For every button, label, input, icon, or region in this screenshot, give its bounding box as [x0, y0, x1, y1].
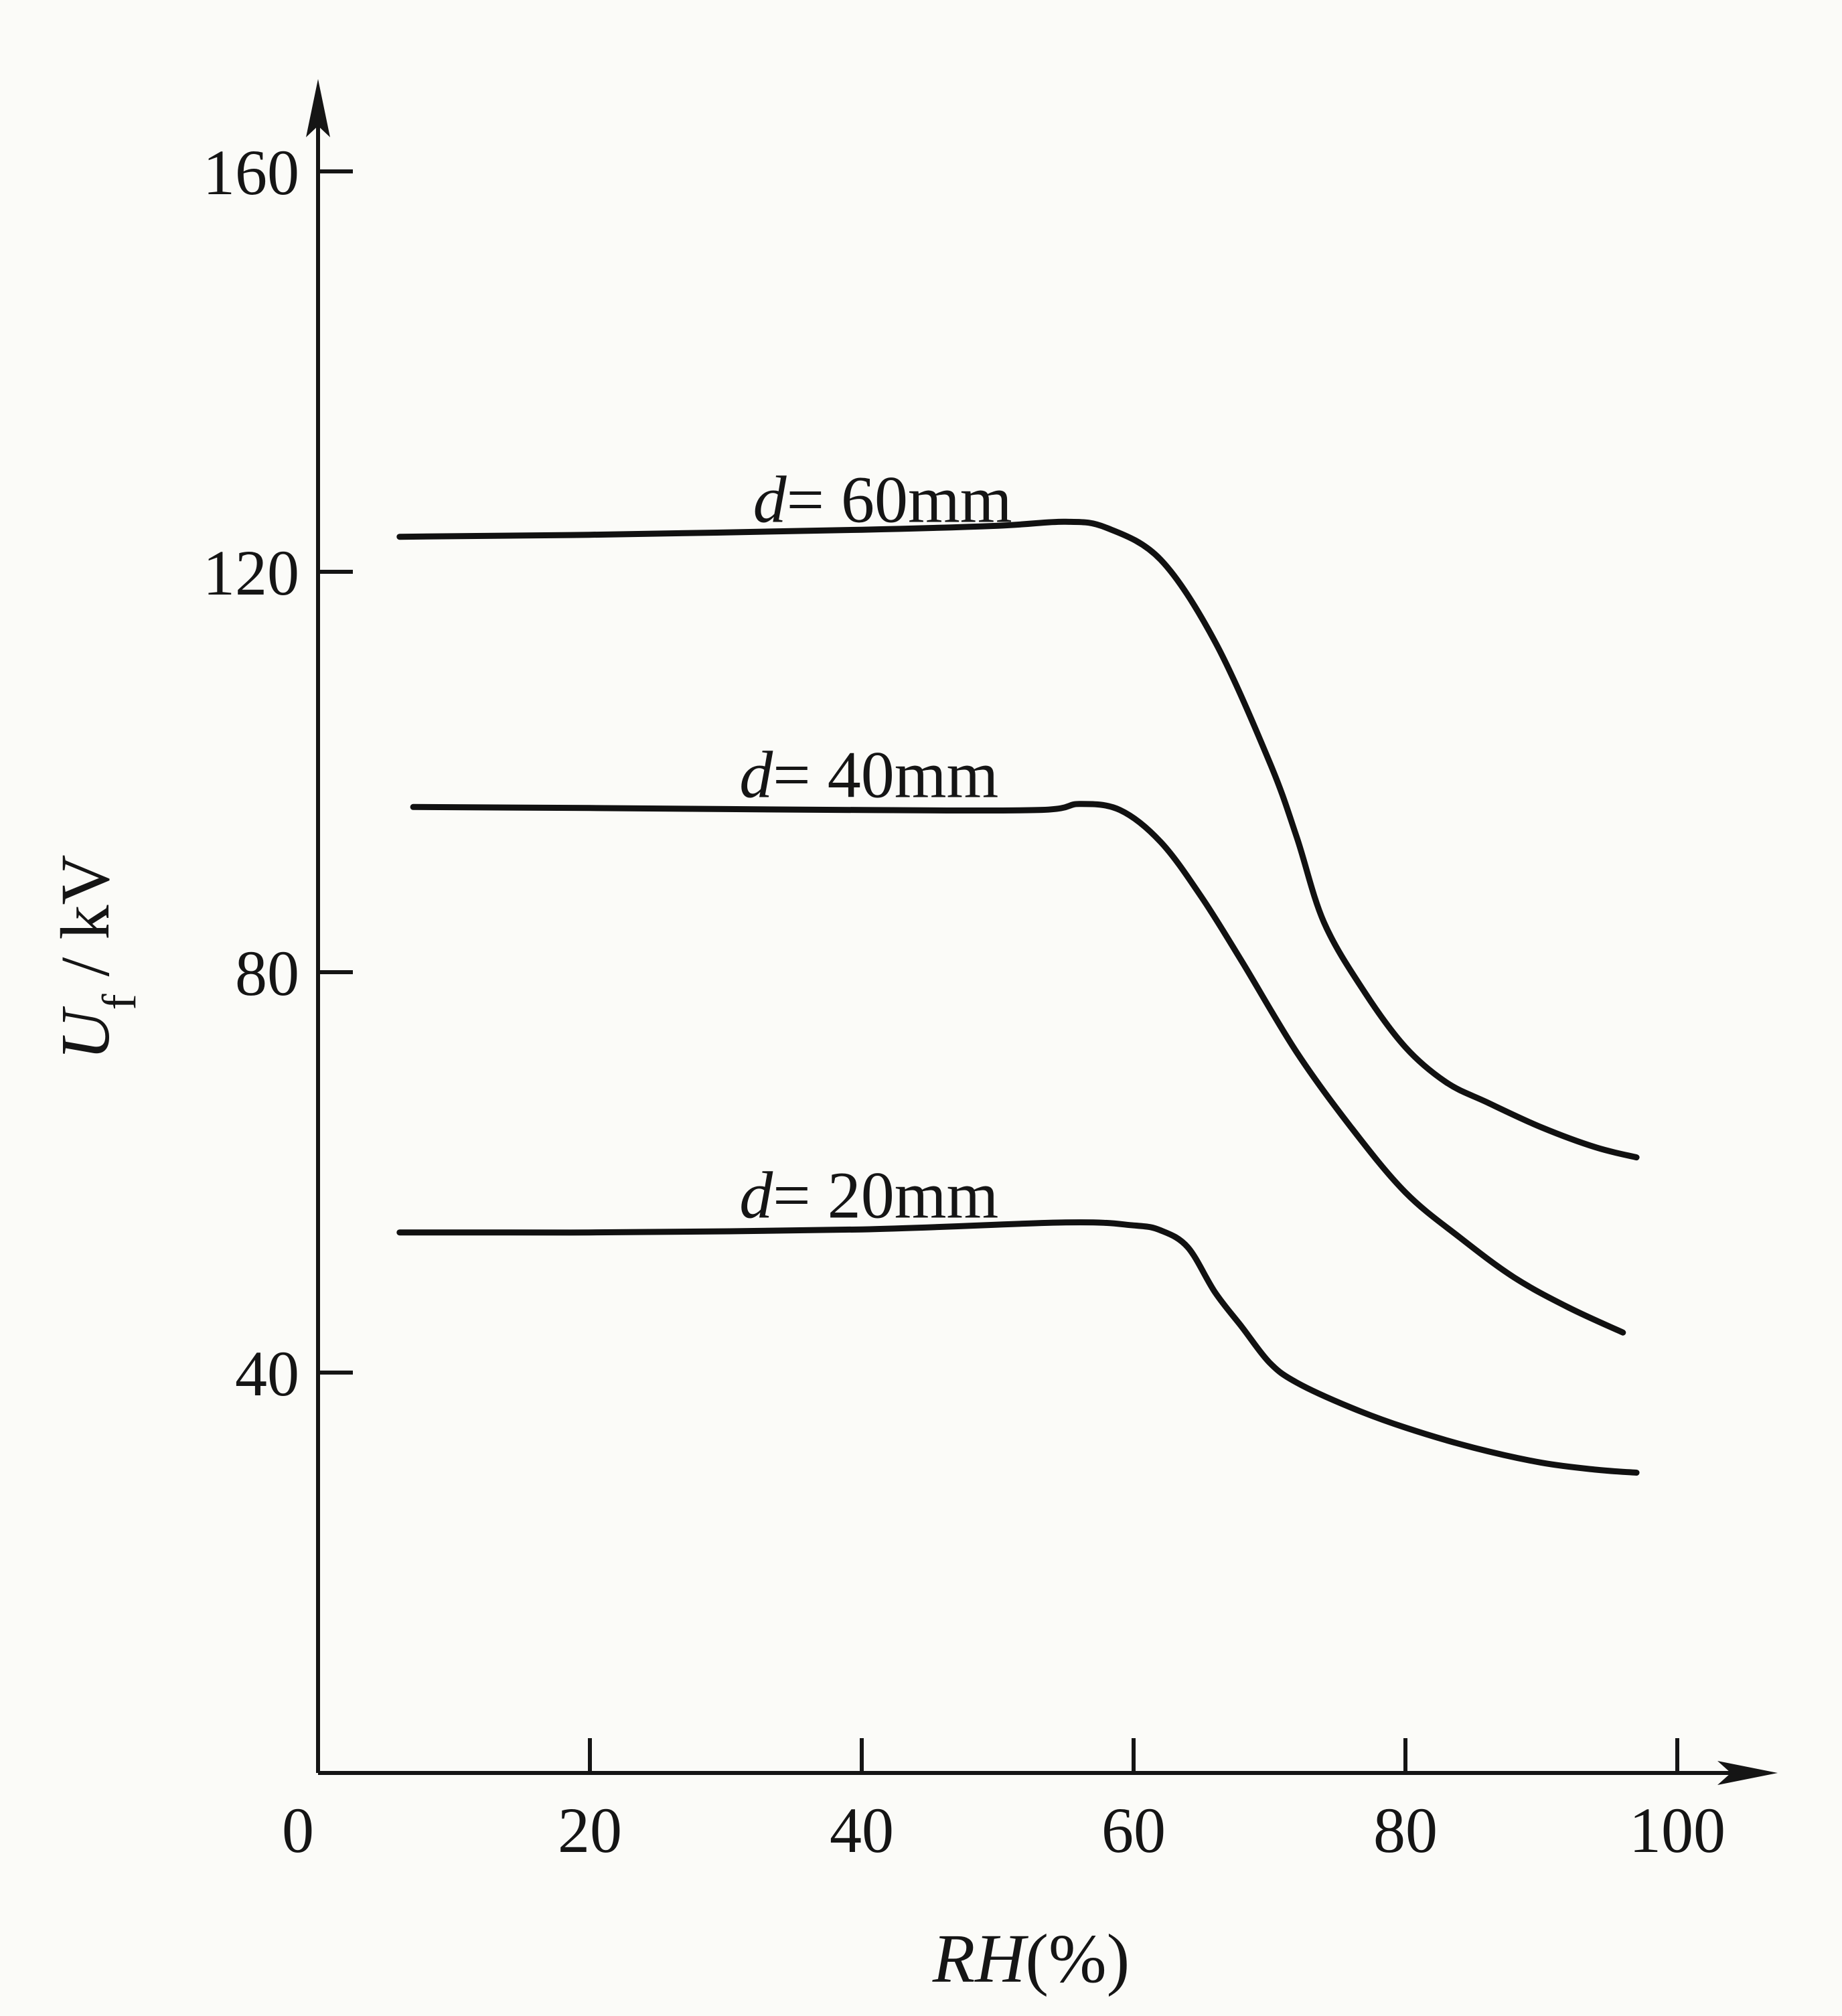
- series-line-3: [396, 1219, 1640, 1476]
- x-tick-label: 40: [830, 1794, 894, 1866]
- series-label-2: d= 40mm: [739, 737, 998, 811]
- x-tick-label: 100: [1629, 1794, 1725, 1866]
- x-axis-variable: RH: [932, 1920, 1029, 1997]
- y-axis-ticks: 40 80 120 160: [203, 137, 353, 1409]
- x-tick-label: 80: [1373, 1794, 1438, 1866]
- y-tick-label: 40: [235, 1338, 299, 1409]
- x-axis-ticks: 0 20 40 60 80 100: [282, 1738, 1725, 1866]
- x-axis-title: RH(%): [932, 1920, 1130, 1997]
- series-label-value: = 60mm: [787, 462, 1012, 536]
- y-axis-arrow: [306, 79, 330, 137]
- series-line-1: [396, 518, 1640, 1161]
- series-label-variable: d: [753, 462, 787, 536]
- y-tick-label: 80: [235, 937, 299, 1009]
- y-axis-unit: / kV: [47, 854, 124, 994]
- y-axis-title: Uf / kV: [47, 854, 146, 1060]
- y-tick-label: 160: [203, 137, 299, 208]
- series-group: [396, 518, 1640, 1476]
- series-label-1: d= 60mm: [753, 462, 1012, 536]
- x-axis-arrow: [1717, 1761, 1778, 1785]
- series-label-variable: d: [739, 737, 773, 811]
- x-tick-label: 20: [558, 1794, 622, 1866]
- x-tick-label: 60: [1101, 1794, 1166, 1866]
- series-label-value: = 20mm: [773, 1158, 998, 1232]
- series-label-variable: d: [739, 1158, 773, 1232]
- series-line-2: [410, 801, 1626, 1336]
- series-label-3: d= 20mm: [739, 1158, 998, 1232]
- x-tick-label: 0: [282, 1794, 314, 1866]
- x-axis-unit: (%): [1025, 1920, 1130, 1997]
- axes: [306, 79, 1778, 1785]
- series-label-value: = 40mm: [773, 737, 998, 811]
- y-axis-variable: U: [47, 1006, 124, 1061]
- y-tick-label: 120: [203, 537, 299, 609]
- y-axis-subscript: f: [92, 994, 146, 1010]
